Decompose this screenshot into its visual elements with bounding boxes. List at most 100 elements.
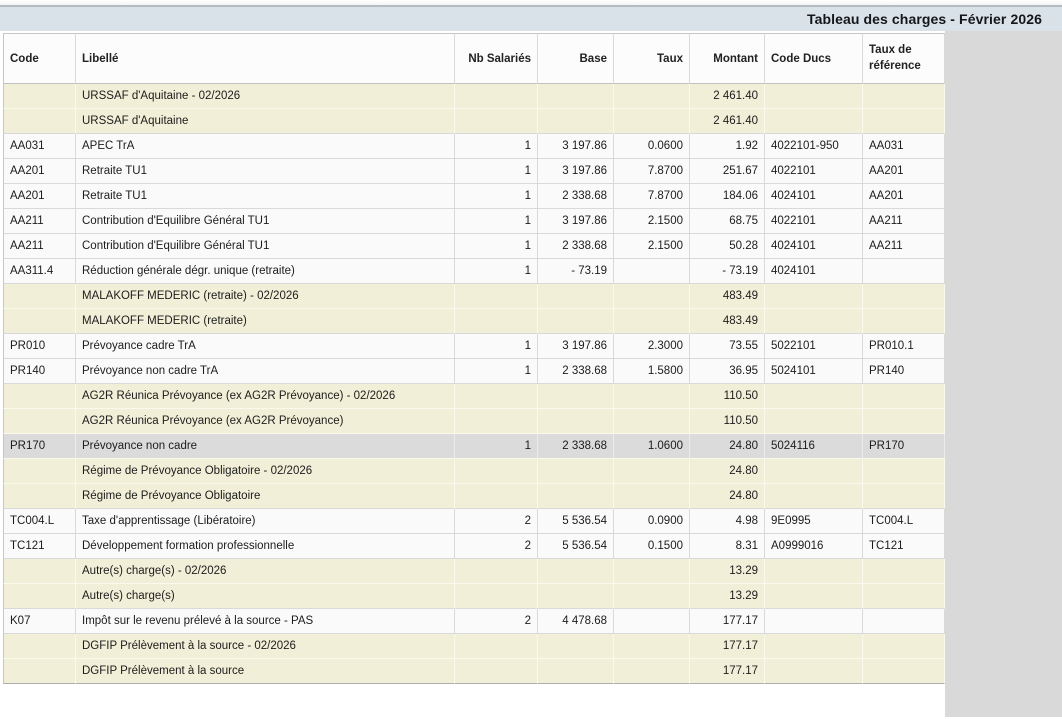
cell-libelle[interactable]: Contribution d'Equilibre Général TU1 — [76, 209, 455, 234]
cell-code[interactable]: TC004.L — [3, 509, 76, 534]
cell-ducs[interactable]: 5022101 — [765, 334, 863, 359]
cell-ducs[interactable] — [765, 409, 863, 434]
cell-montant[interactable]: 483.49 — [690, 284, 765, 309]
cell-nb[interactable]: 1 — [455, 434, 538, 459]
cell-base[interactable]: 3 197.86 — [538, 209, 614, 234]
cell-base[interactable] — [538, 409, 614, 434]
subtotal-row[interactable]: Régime de Prévoyance Obligatoire 24.80 — [3, 484, 945, 509]
subtotal-row[interactable]: MALAKOFF MEDERIC (retraite) - 02/2026483… — [3, 284, 945, 309]
cell-nb[interactable] — [455, 384, 538, 409]
cell-base[interactable]: 2 338.68 — [538, 234, 614, 259]
cell-base[interactable]: 3 197.86 — [538, 334, 614, 359]
cell-libelle[interactable]: Prévoyance non cadre — [76, 434, 455, 459]
cell-code[interactable]: AA201 — [3, 184, 76, 209]
cell-ref[interactable]: AA031 — [863, 134, 945, 159]
cell-ref[interactable] — [863, 584, 945, 609]
subtotal-row[interactable]: Autre(s) charge(s)13.29 — [3, 584, 945, 609]
cell-base[interactable] — [538, 84, 614, 109]
cell-nb[interactable]: 1 — [455, 259, 538, 284]
cell-ref[interactable]: AA211 — [863, 234, 945, 259]
cell-montant[interactable]: 2 461.40 — [690, 109, 765, 134]
cell-nb[interactable]: 1 — [455, 159, 538, 184]
cell-base[interactable] — [538, 559, 614, 584]
cell-libelle[interactable]: Réduction générale dégr. unique (retrait… — [76, 259, 455, 284]
cell-base[interactable]: 2 338.68 — [538, 184, 614, 209]
cell-nb[interactable] — [455, 559, 538, 584]
cell-ref[interactable] — [863, 384, 945, 409]
table-row[interactable]: AA031APEC TrA13 197.860.06001.924022101-… — [3, 134, 945, 159]
cell-taux[interactable] — [614, 84, 690, 109]
cell-taux[interactable]: 2.3000 — [614, 334, 690, 359]
cell-ref[interactable] — [863, 409, 945, 434]
cell-libelle[interactable]: AG2R Réunica Prévoyance (ex AG2R Prévoya… — [76, 409, 455, 434]
cell-montant[interactable]: 110.50 — [690, 409, 765, 434]
subtotal-row[interactable]: AG2R Réunica Prévoyance (ex AG2R Prévoya… — [3, 384, 945, 409]
cell-code[interactable]: AA211 — [3, 234, 76, 259]
cell-montant[interactable]: 4.98 — [690, 509, 765, 534]
cell-ducs[interactable] — [765, 84, 863, 109]
cell-nb[interactable] — [455, 484, 538, 509]
cell-code[interactable]: PR010 — [3, 334, 76, 359]
cell-montant[interactable]: 251.67 — [690, 159, 765, 184]
cell-nb[interactable]: 2 — [455, 609, 538, 634]
cell-ref[interactable] — [863, 259, 945, 284]
cell-libelle[interactable]: Prévoyance cadre TrA — [76, 334, 455, 359]
cell-montant[interactable]: 36.95 — [690, 359, 765, 384]
cell-libelle[interactable]: Régime de Prévoyance Obligatoire — [76, 484, 455, 509]
cell-nb[interactable]: 1 — [455, 184, 538, 209]
cell-code[interactable]: TC121 — [3, 534, 76, 559]
cell-ref[interactable] — [863, 284, 945, 309]
cell-taux[interactable] — [614, 384, 690, 409]
cell-ducs[interactable]: A0999016 — [765, 534, 863, 559]
cell-base[interactable]: - 73.19 — [538, 259, 614, 284]
cell-base[interactable]: 4 478.68 — [538, 609, 614, 634]
subtotal-row[interactable]: URSSAF d'Aquitaine 2 461.40 — [3, 109, 945, 134]
cell-taux[interactable] — [614, 559, 690, 584]
cell-nb[interactable]: 1 — [455, 134, 538, 159]
table-row[interactable]: TC004.LTaxe d'apprentissage (Libératoire… — [3, 509, 945, 534]
cell-base[interactable]: 3 197.86 — [538, 134, 614, 159]
cell-montant[interactable]: - 73.19 — [690, 259, 765, 284]
cell-montant[interactable]: 1.92 — [690, 134, 765, 159]
cell-montant[interactable]: 177.17 — [690, 609, 765, 634]
cell-libelle[interactable]: URSSAF d'Aquitaine — [76, 109, 455, 134]
cell-montant[interactable]: 24.80 — [690, 484, 765, 509]
cell-ducs[interactable] — [765, 634, 863, 659]
cell-code[interactable]: AA201 — [3, 159, 76, 184]
cell-montant[interactable]: 483.49 — [690, 309, 765, 334]
cell-code[interactable] — [3, 459, 76, 484]
cell-taux[interactable]: 0.0600 — [614, 134, 690, 159]
cell-ducs[interactable] — [765, 609, 863, 634]
subtotal-row[interactable]: DGFIP Prélèvement à la source177.17 — [3, 659, 945, 684]
cell-base[interactable]: 3 197.86 — [538, 159, 614, 184]
cell-ducs[interactable] — [765, 459, 863, 484]
cell-montant[interactable]: 2 461.40 — [690, 84, 765, 109]
cell-nb[interactable]: 1 — [455, 209, 538, 234]
cell-ducs[interactable] — [765, 309, 863, 334]
subtotal-row[interactable]: Régime de Prévoyance Obligatoire - 02/20… — [3, 459, 945, 484]
cell-ref[interactable]: AA211 — [863, 209, 945, 234]
cell-base[interactable] — [538, 309, 614, 334]
cell-taux[interactable] — [614, 459, 690, 484]
cell-ducs[interactable] — [765, 484, 863, 509]
cell-nb[interactable] — [455, 109, 538, 134]
cell-base[interactable]: 2 338.68 — [538, 359, 614, 384]
cell-code[interactable] — [3, 384, 76, 409]
cell-ducs[interactable]: 4022101 — [765, 159, 863, 184]
cell-taux[interactable] — [614, 109, 690, 134]
table-row[interactable]: AA311.4Réduction générale dégr. unique (… — [3, 259, 945, 284]
cell-montant[interactable]: 13.29 — [690, 584, 765, 609]
cell-montant[interactable]: 24.80 — [690, 434, 765, 459]
cell-ducs[interactable] — [765, 284, 863, 309]
cell-libelle[interactable]: Retraite TU1 — [76, 159, 455, 184]
cell-ref[interactable]: TC004.L — [863, 509, 945, 534]
subtotal-row[interactable]: DGFIP Prélèvement à la source - 02/20261… — [3, 634, 945, 659]
cell-ref[interactable]: PR010.1 — [863, 334, 945, 359]
cell-montant[interactable]: 184.06 — [690, 184, 765, 209]
cell-libelle[interactable]: Retraite TU1 — [76, 184, 455, 209]
cell-libelle[interactable]: Taxe d'apprentissage (Libératoire) — [76, 509, 455, 534]
cell-libelle[interactable]: Régime de Prévoyance Obligatoire - 02/20… — [76, 459, 455, 484]
cell-ref[interactable]: AA201 — [863, 159, 945, 184]
cell-code[interactable]: PR140 — [3, 359, 76, 384]
subtotal-row[interactable]: Autre(s) charge(s) - 02/202613.29 — [3, 559, 945, 584]
